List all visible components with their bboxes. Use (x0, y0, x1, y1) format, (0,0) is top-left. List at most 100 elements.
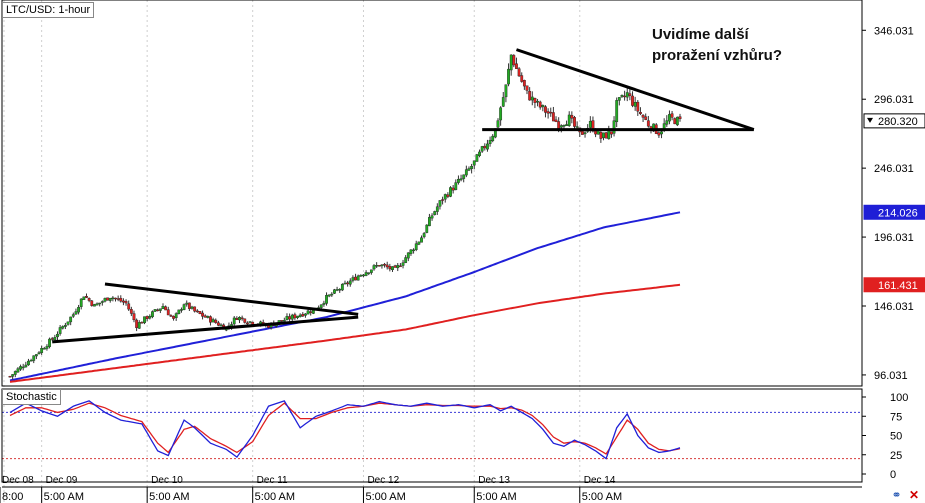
candle-body (206, 316, 210, 318)
candle-body (420, 237, 423, 243)
price-tag-box (863, 277, 925, 293)
candle-body (129, 309, 133, 314)
candle-body (443, 194, 447, 200)
candle-body (290, 314, 294, 320)
candle-body (93, 304, 96, 307)
candle-body (620, 95, 624, 97)
time-label: 5:00 AM (149, 491, 189, 503)
candle-body (541, 105, 545, 108)
candle-body (34, 354, 38, 357)
candle-body (21, 366, 25, 369)
candle-body (530, 96, 534, 101)
candle-body (588, 121, 592, 128)
candle-body (536, 100, 539, 103)
candle-body (145, 316, 149, 320)
candle-body (232, 317, 236, 325)
candle-body (546, 111, 550, 114)
trendline (52, 315, 359, 344)
candle-body (612, 120, 616, 134)
footer-icons: ⚭ ✕ (888, 488, 919, 502)
stochastic-tick-label: 50 (890, 431, 902, 443)
price-tag-label: 214.026 (878, 207, 918, 219)
link-icon[interactable]: ⚭ (891, 488, 902, 502)
candle-body (430, 215, 434, 219)
candle-body (486, 143, 489, 150)
candle-body (193, 306, 197, 312)
candle-body (422, 233, 426, 238)
candle-body (599, 132, 603, 139)
candle-body (652, 123, 656, 132)
stochastic-tick-label: 75 (890, 411, 902, 423)
candle-body (103, 298, 107, 302)
candle-body (385, 264, 389, 268)
annotation-text: Uvidíme další proražení vzhůru? (652, 26, 783, 64)
price-tick-label: 296.031 (874, 94, 914, 106)
candle-body (164, 306, 168, 311)
candle-body (19, 366, 22, 370)
candle-body (58, 327, 62, 334)
candle-body (504, 84, 508, 98)
trendline (104, 282, 359, 316)
candle-body (325, 295, 328, 304)
price-tag-box (863, 113, 925, 129)
candle-body (549, 111, 553, 114)
date-label: Dec 09 (46, 475, 78, 486)
candle-body (127, 303, 131, 310)
candle-body (346, 282, 350, 285)
candle-body (203, 315, 207, 318)
candle-body (623, 95, 627, 98)
candle-body (166, 309, 170, 316)
candle-body (625, 92, 629, 98)
candle-body (367, 272, 371, 274)
candle-body (375, 265, 379, 267)
price-tick-label: 196.031 (874, 232, 914, 244)
candle-body (467, 168, 471, 171)
stochastic-tick-label: 0 (890, 469, 896, 481)
close-icon[interactable]: ✕ (908, 488, 919, 502)
candle-body (409, 249, 413, 254)
candle-body (380, 264, 384, 267)
candle-body (298, 314, 302, 317)
candle-body (377, 265, 381, 267)
candle-body (100, 301, 104, 303)
candle-body (282, 320, 286, 322)
candle-body (581, 131, 584, 135)
candle-body (388, 266, 392, 270)
candle-body (483, 145, 487, 149)
candle-body (607, 130, 611, 140)
candle-body (414, 243, 418, 250)
candle-body (330, 293, 334, 296)
candle-body (211, 319, 215, 323)
candle-body (79, 298, 83, 307)
candle-body (240, 317, 244, 320)
candle-body (158, 308, 162, 311)
candle-body (446, 194, 450, 197)
candle-body (670, 113, 674, 118)
candle-body (235, 318, 239, 320)
candle-body (85, 296, 88, 298)
candle-body (559, 125, 563, 128)
candle-body (40, 348, 44, 353)
candle-body (660, 131, 663, 135)
candle-body (673, 118, 677, 125)
candle-body (50, 338, 54, 340)
candle-body (496, 120, 500, 128)
candle-body (333, 289, 336, 294)
candle-body (56, 333, 59, 338)
candle-body (636, 101, 640, 112)
candle-body (169, 315, 173, 317)
candle-body (383, 263, 386, 266)
date-label: Dec 13 (478, 475, 510, 486)
candle-body (243, 318, 247, 323)
candle-body (470, 166, 474, 169)
candle-body (201, 312, 204, 317)
candle-body (187, 302, 191, 309)
candle-body (583, 132, 587, 135)
candle-body (63, 324, 67, 327)
candle-body (319, 304, 323, 308)
candle-body (668, 114, 671, 122)
price-tag-label: 280.320 (878, 116, 918, 128)
candle-body (16, 368, 20, 373)
price-tick-label: 346.031 (874, 25, 914, 37)
